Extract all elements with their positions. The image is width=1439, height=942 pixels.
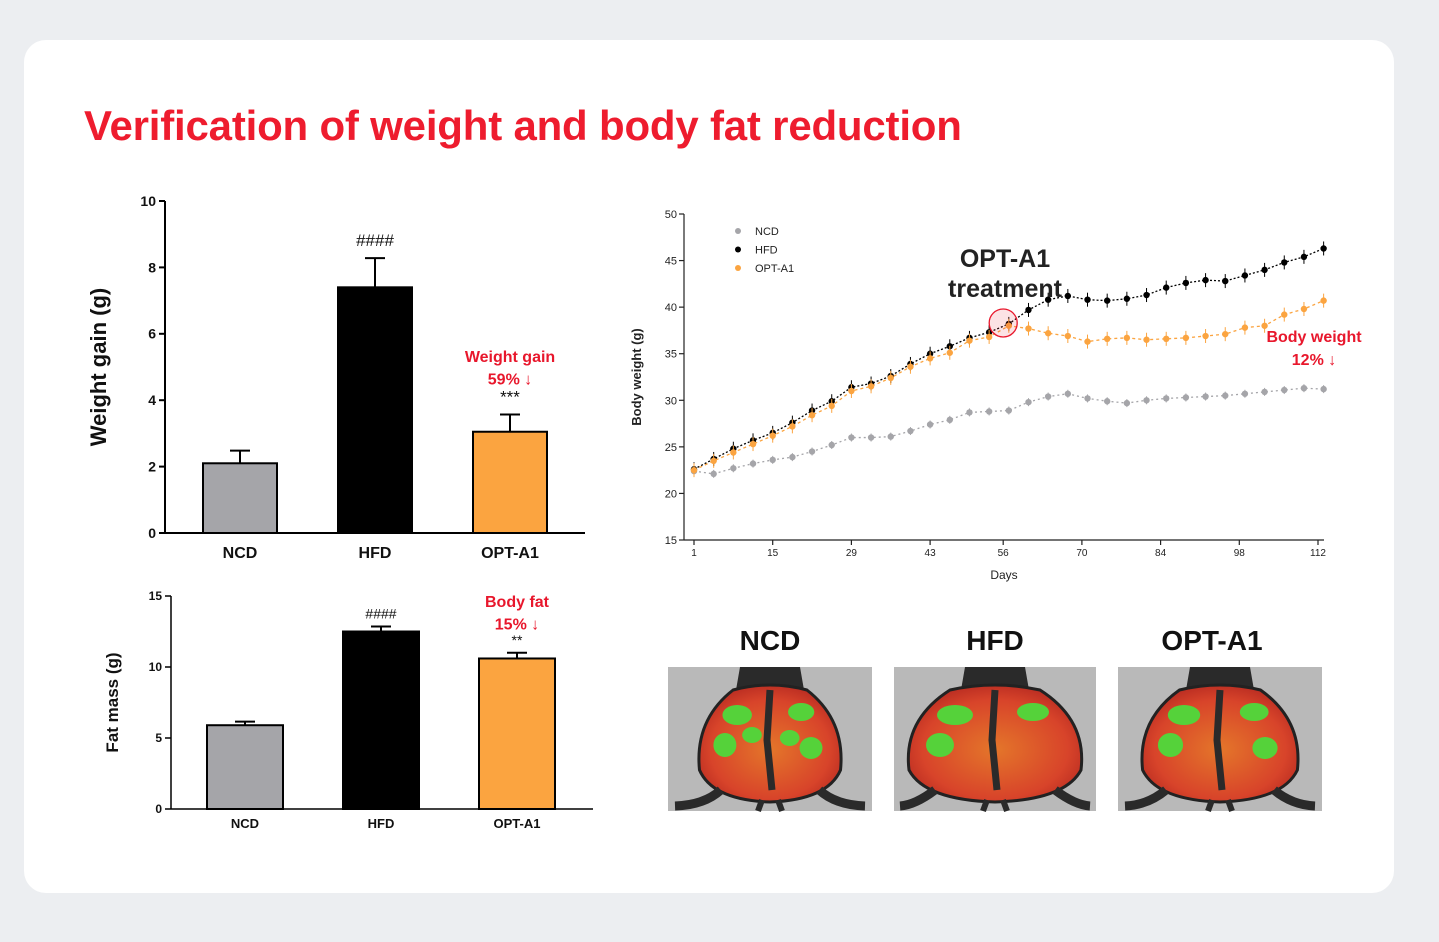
content-card bbox=[24, 40, 1394, 893]
page-title: Verification of weight and body fat redu… bbox=[84, 102, 962, 149]
